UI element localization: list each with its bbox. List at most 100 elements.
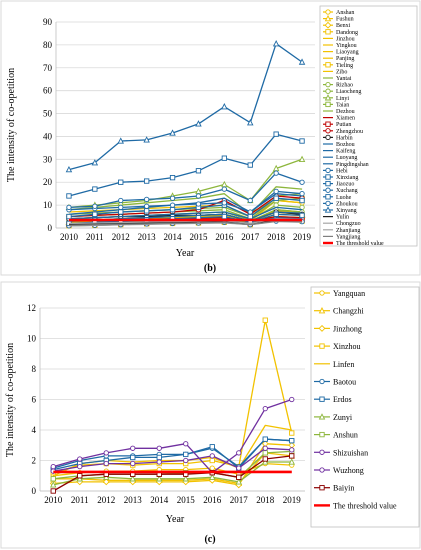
p0-x-tick-label: 2018: [267, 232, 286, 242]
p0-legend-label: Xinxiang: [336, 175, 358, 181]
p0-legend-marker: [325, 180, 331, 187]
p1-legend-marker: [319, 343, 325, 349]
p0-point-linyi: [298, 155, 306, 162]
p0-legend-label: The threshold value: [336, 241, 384, 247]
p0-legend-label: Zibo: [336, 69, 347, 75]
p0-point-luohe: [299, 212, 305, 219]
p1-point-yangquan: [209, 465, 215, 471]
p0-legend-label: Jinzhou: [336, 36, 355, 42]
p1-point-baiyin: [50, 488, 56, 494]
p0-point-xinxiang: [221, 155, 227, 161]
p0-legend-marker: [324, 21, 332, 29]
p0-point-xuchang: [118, 204, 124, 211]
p0-legend-marker: [325, 134, 331, 141]
p0-legend-marker: [325, 88, 331, 94]
p1-legend-label: Shizuishan: [333, 448, 368, 457]
p0-legend-marker: [325, 187, 331, 193]
p0-legend-label: Xiamen: [336, 116, 355, 122]
p0-point-xinyang: [272, 40, 280, 47]
p0-legend-marker: [325, 9, 331, 15]
p0-legend-label: Pingdingshan: [336, 162, 369, 168]
p1-point-wuzhong: [289, 396, 295, 403]
p1-point-erdos: [130, 454, 136, 461]
p1-legend-marker: [318, 413, 326, 420]
p1-x-tick-label: 2013: [124, 495, 143, 505]
p0-legend-label: Dandong: [336, 30, 358, 36]
p0-point-zhoukou: [221, 186, 228, 192]
p0-point-jiaozuo: [273, 195, 279, 201]
p0-legend-marker: [324, 94, 332, 101]
p0-legend-marker: [324, 206, 332, 213]
p1-x-tick-label: 2018: [256, 495, 275, 505]
p0-legend-label: Liaocheng: [336, 89, 361, 95]
p1-legend-label: Yangquan: [333, 289, 365, 298]
p1-x-tick-label: 2019: [283, 495, 302, 505]
p0-legend-marker: [325, 62, 331, 68]
p0-point-xinxiang: [118, 179, 124, 185]
p0-point-xinyang: [169, 129, 176, 136]
p1-x-tick-label: 2015: [177, 495, 196, 505]
p1-x-tick-label: 2010: [44, 495, 63, 505]
p0-point-jiaozuo: [299, 197, 305, 204]
p1-legend-label: Zunyi: [333, 413, 353, 422]
p0-series-line-pingdingshan: [68, 206, 303, 220]
p1-legend-label: Erdos: [333, 395, 352, 404]
p0-point-luohe: [273, 211, 279, 217]
p1-point-shizuishan: [103, 460, 109, 467]
p1-point-wuzhong: [262, 405, 268, 412]
p0-point-xinxiang: [247, 162, 253, 168]
p1-point-zunyi: [262, 458, 269, 465]
p0-series-line-zhoukou: [68, 172, 303, 209]
p0-y-tick-label: 90: [43, 17, 53, 27]
p0-legend-label: Tieling: [336, 63, 353, 69]
p0-legend-marker: [324, 14, 332, 22]
p0-x-tick-label: 2011: [86, 232, 104, 242]
p0-legend-label: Yingkou: [336, 43, 357, 49]
p0-legend-label: Yantai: [336, 76, 352, 82]
p1-point-xinzhou: [262, 317, 268, 323]
p1-y-tick-label: 4: [32, 425, 37, 435]
p0-legend-marker: [325, 121, 331, 127]
p0-legend-label: Yangjiang: [336, 234, 360, 240]
p0-legend-label: Luohe: [336, 195, 352, 201]
p1-point-shizuishan: [156, 459, 162, 465]
p1-x-axis-title: Year: [166, 514, 185, 525]
p1-series-line-wuzhong: [53, 398, 293, 474]
p0-legend-label: Kaifeng: [336, 148, 355, 155]
p0-point-xinxiang: [299, 138, 305, 144]
p1-point-wuzhong: [77, 456, 83, 462]
p1-series-line-baiyin: [52, 455, 292, 492]
p1-point-wuzhong: [183, 441, 189, 447]
p0-legend-label: Rizhao: [336, 83, 353, 89]
p1-point-wuzhong: [130, 445, 136, 451]
p1-legend-label: The threshold value: [333, 501, 397, 510]
p0-legend-label: Yulin: [336, 215, 349, 221]
p0-point-xuchang: [221, 200, 228, 206]
p0-point-xuchang: [273, 188, 279, 195]
p0-point-zhoukou: [247, 197, 253, 204]
p0-x-tick-label: 2013: [138, 232, 157, 242]
p1-series-line-erdos: [53, 438, 292, 471]
p0-y-tick-label: 70: [43, 63, 53, 73]
p0-y-tick-label: 40: [43, 131, 53, 141]
p0-x-axis-title: Year: [176, 248, 195, 259]
p1-point-jinzhong: [102, 478, 110, 486]
p1-point-zunyi: [50, 481, 57, 488]
p0-legend-marker: [325, 128, 331, 134]
p0-point-jiaozuo: [169, 207, 176, 213]
p1-point-baiyin: [77, 473, 83, 479]
p0-x-tick-label: 2017: [241, 232, 260, 242]
p0-series-line-luohe: [68, 213, 303, 225]
p0-legend-marker: [325, 167, 331, 174]
p0-legend-label: Chongzuo: [336, 221, 361, 227]
p1-point-xinzhou: [209, 457, 215, 464]
p1-point-wuzhong: [103, 450, 109, 456]
p1-point-erdos: [289, 438, 295, 444]
p0-y-axis-title: The intensity of co-opetition: [6, 68, 17, 182]
p0-legend-label: Benxi: [336, 23, 351, 29]
p1-point-anshun: [50, 476, 56, 482]
p0-point-zhoukou: [273, 170, 279, 176]
p0-legend-label: Luoyang: [336, 155, 357, 161]
p1-point-zunyi: [235, 478, 242, 485]
